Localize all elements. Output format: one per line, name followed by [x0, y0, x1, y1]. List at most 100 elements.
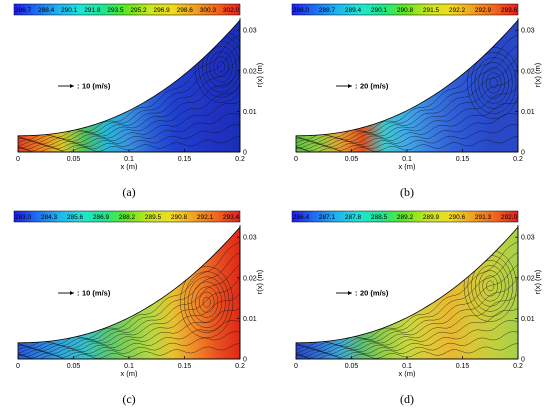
- reference-vector-colon: :: [77, 82, 80, 91]
- y-tick-label: 0.03: [243, 235, 257, 242]
- vortex-streamline: [205, 46, 237, 88]
- colorbar-tick-label: 290.6: [449, 214, 466, 221]
- y-tick-label: 0: [521, 357, 525, 364]
- vortex-streamline: [191, 281, 222, 323]
- vortex-streamline: [485, 72, 502, 94]
- x-tick-label: 0: [16, 363, 20, 370]
- streamline: [296, 308, 518, 356]
- streamline: [18, 71, 240, 145]
- x-axis-label: x (m): [120, 369, 138, 378]
- colorbar-tick-label: 291.8: [84, 7, 101, 14]
- reference-vector-arrowhead: [70, 84, 74, 88]
- vortex-streamline: [198, 291, 215, 313]
- y-tick-label: 0.02: [243, 275, 257, 282]
- streamline: [296, 34, 518, 140]
- nozzle-wall-outline: [17, 18, 241, 153]
- vortex-streamline: [209, 51, 233, 83]
- nozzle-wall-outline: [295, 18, 519, 153]
- nozzle-wall-outline: [295, 225, 519, 360]
- x-tick-label: 0.15: [178, 363, 192, 370]
- x-axis-label: x (m): [398, 162, 416, 171]
- colorbar: [13, 3, 241, 16]
- colorbar-tick-label: 289.4: [345, 7, 362, 14]
- colorbar-tick-label: 290.8: [171, 214, 188, 221]
- streamlines: [296, 34, 518, 153]
- colorbar: [291, 210, 519, 223]
- vortex-streamline: [217, 61, 226, 73]
- colorbar-tick-label: 288.2: [119, 214, 136, 221]
- x-tick-label: 0: [294, 156, 298, 163]
- colorbar-tick-label: 292.2: [449, 7, 466, 14]
- y-tick-label: 0: [243, 150, 247, 157]
- reference-vector-label: 20 (m/s): [360, 82, 389, 91]
- y-tick-label: 0.03: [243, 28, 257, 35]
- colorbar-tick-label: 290.1: [371, 7, 388, 14]
- vortex-streamline: [202, 296, 211, 308]
- y-tick-label: 0: [521, 150, 525, 157]
- streamline: [18, 34, 240, 140]
- streamline: [18, 293, 240, 354]
- vortex-streamline: [467, 47, 518, 119]
- streamline: [296, 320, 518, 357]
- x-tick-label: 0.2: [513, 363, 523, 370]
- streamline: [296, 71, 518, 145]
- colorbar-tick-label: 286.9: [93, 214, 110, 221]
- streamline: [296, 293, 518, 354]
- streamline: [296, 101, 518, 149]
- y-tick-label: 0.02: [243, 68, 257, 75]
- colorbar-tick-label: 298.6: [177, 7, 194, 14]
- y-tick-label: 0.02: [521, 68, 535, 75]
- colorbar-tick-label: 292.1: [197, 214, 214, 221]
- nozzle-wall-outline: [17, 225, 241, 360]
- x-tick-label: 0.1: [402, 363, 412, 370]
- streamline: [296, 86, 518, 147]
- reference-vector-colon: :: [77, 289, 80, 298]
- vortex-streamline: [180, 266, 234, 339]
- y-tick-label: 0: [243, 357, 247, 364]
- y-axis-label: r(x) (m): [533, 62, 542, 87]
- y-tick-label: 0.03: [521, 28, 535, 35]
- vortex-streamline: [489, 77, 498, 89]
- vortex-streamline: [478, 62, 509, 104]
- vortex-streamline: [478, 270, 502, 302]
- colorbar-tick-label: 283.0: [15, 214, 32, 221]
- colorbar-tick-label: 291.3: [475, 214, 492, 221]
- vortex-streamline: [187, 276, 226, 328]
- x-tick-label: 0.15: [456, 363, 470, 370]
- colorbar: [291, 3, 519, 16]
- reference-vector-arrowhead: [348, 84, 352, 88]
- colorbar-tick-label: 289.9: [423, 214, 440, 221]
- streamlines: [18, 30, 240, 153]
- streamline: [18, 241, 240, 347]
- reference-vector-colon: :: [355, 289, 358, 298]
- y-axis-label: r(x) (m): [533, 269, 542, 294]
- vortex-streamline: [183, 271, 230, 333]
- panel-c: 0 0.05 0.1 0.15 0.2 x (m) 0 0.01 0.02 0.03 r(x) (m…: [13, 210, 264, 406]
- reference-vector-label: 10 (m/s): [82, 82, 111, 91]
- vortex-streamline: [482, 275, 498, 297]
- temperature-field: [296, 20, 518, 153]
- vortex-streamline: [486, 280, 495, 292]
- reference-vector-arrowhead: [348, 291, 352, 295]
- x-tick-label: 0: [16, 156, 20, 163]
- x-tick-label: 0.2: [235, 363, 245, 370]
- streamline: [18, 113, 240, 150]
- colorbar-tick-label: 287.8: [345, 214, 362, 221]
- y-axis-label: r(x) (m): [255, 269, 264, 294]
- colorbar-tick-label: 288.0: [293, 7, 310, 14]
- colorbar-tick-label: 286.7: [15, 7, 32, 14]
- x-tick-label: 0.1: [124, 156, 134, 163]
- reference-vector-label: 10 (m/s): [82, 289, 111, 298]
- x-tick-label: 0.05: [67, 363, 81, 370]
- vortex-streamline: [475, 265, 506, 307]
- colorbar-tick-label: 290.1: [61, 7, 78, 14]
- x-tick-label: 0.15: [178, 156, 192, 163]
- colorbar-tick-label: 300.3: [200, 7, 217, 14]
- panel-d: 0 0.05 0.1 0.15 0.2 x (m) 0 0.01 0.02 0.03 r(x) (m…: [291, 210, 542, 406]
- streamline: [18, 308, 240, 356]
- colorbar-tick-label: 292.0: [501, 214, 518, 221]
- streamline: [296, 241, 518, 347]
- x-tick-label: 0.1: [402, 156, 412, 163]
- streamline: [296, 113, 518, 150]
- temperature-field: [296, 227, 518, 360]
